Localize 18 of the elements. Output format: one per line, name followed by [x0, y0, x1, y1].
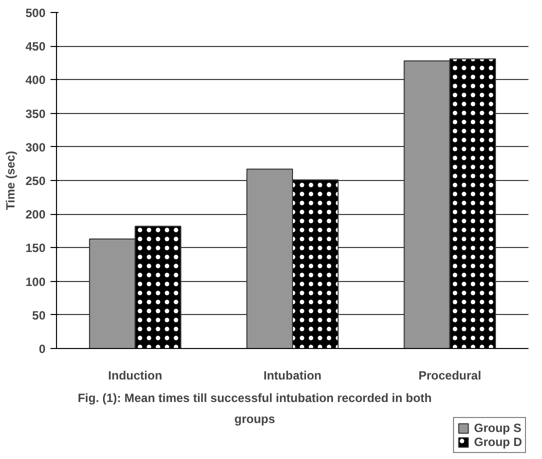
- x-tick-label: Intubation: [264, 368, 322, 382]
- legend-label: Group D: [474, 435, 522, 449]
- y-tick-label: 100: [25, 274, 46, 289]
- legend-label: Group S: [474, 421, 522, 435]
- y-tick-label: 500: [25, 6, 46, 20]
- x-tick-label: Induction: [108, 368, 162, 382]
- y-tick-label: 0: [38, 342, 46, 356]
- y-tick-label: 50: [32, 308, 46, 322]
- x-tick-label: Procedural: [418, 368, 482, 382]
- y-tick-label: 150: [25, 241, 46, 256]
- y-tick-label: 300: [25, 140, 46, 154]
- y-tick-label: 250: [25, 174, 46, 188]
- y-tick-label: 450: [25, 40, 46, 54]
- y-axis-title: Time (sec): [3, 150, 18, 210]
- text: Fig. (1): Mean times till successful intubation recorded in both groups: [78, 391, 432, 426]
- y-tick-label: 400: [25, 73, 46, 88]
- y-tick-label: 350: [25, 106, 46, 121]
- y-tick-label: 200: [25, 208, 46, 222]
